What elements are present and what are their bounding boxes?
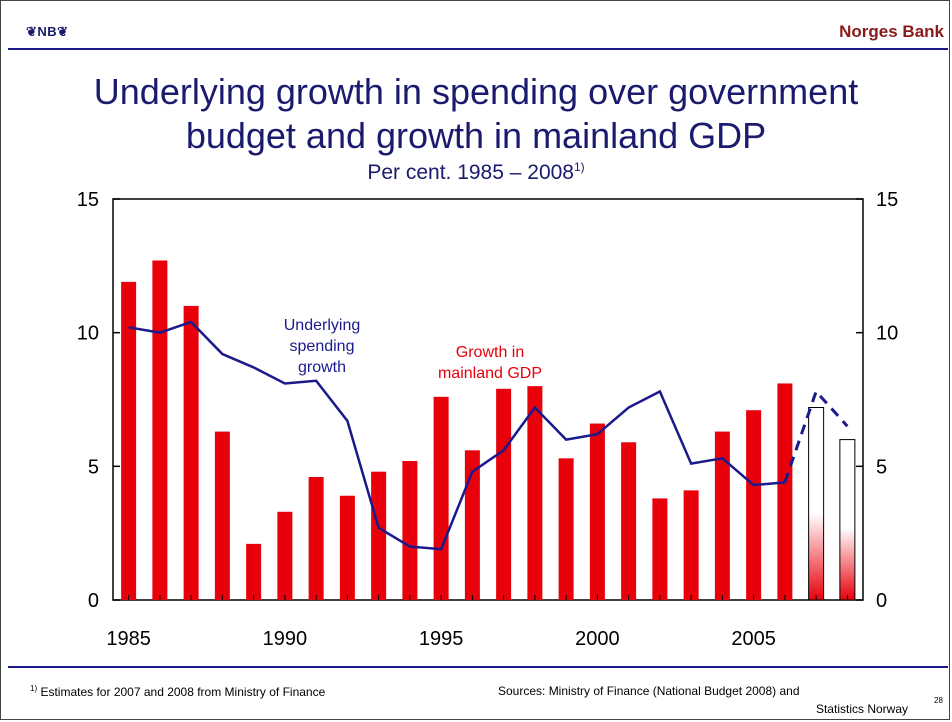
gdp-growth-label: Growth in: [456, 344, 524, 361]
left-tick-label: 10: [77, 323, 99, 345]
gdp-bar-1995: [433, 396, 449, 600]
right-tick-label: 15: [876, 189, 898, 211]
gdp-bar-2003: [683, 490, 699, 600]
gdp-bar-1996: [464, 450, 480, 600]
gdp-bar-1992: [339, 495, 355, 600]
gdp-bar-2001: [621, 442, 637, 600]
gdp-bar-2006: [777, 383, 793, 600]
gdp-bar-1988: [214, 431, 230, 600]
gdp-growth-label: mainland GDP: [438, 365, 542, 382]
footnote-text: Estimates for 2007 and 2008 from Ministr…: [37, 685, 326, 699]
gdp-bar-1997: [496, 388, 512, 600]
sources-line1: Sources: Ministry of Finance (National B…: [498, 684, 800, 698]
gdp-bar-1987: [183, 305, 199, 600]
right-tick-label: 0: [876, 590, 887, 612]
footnote-mark: 1): [30, 684, 38, 693]
gdp-bar-1998: [527, 386, 543, 600]
spending-growth-line: [128, 320, 785, 551]
gdp-bar-2008: [839, 439, 856, 601]
spending-growth-estimate-line: [783, 388, 849, 483]
page-number: 28: [934, 696, 943, 705]
gdp-bar-1985: [121, 281, 137, 600]
chart-title-line1: Underlying growth in spending over gover…: [93, 71, 859, 112]
right-tick-label: 10: [876, 323, 898, 345]
footer-divider: [8, 666, 948, 668]
chart-title-line2: budget and growth in mainland GDP: [185, 115, 767, 156]
gdp-bar-2002: [652, 498, 668, 600]
sources-line2: Statistics Norway: [815, 702, 908, 716]
brand-name: Norges Bank: [839, 22, 944, 41]
left-tick-label: 0: [88, 590, 99, 612]
gdp-bar-1991: [308, 477, 324, 600]
spending-growth-label: Underlying: [284, 317, 360, 334]
gdp-bar-2007: [808, 407, 825, 601]
spending-growth-label: spending: [290, 338, 355, 355]
left-tick-label: 5: [88, 456, 99, 478]
x-tick-label: 2005: [731, 628, 776, 650]
gdp-bar-2000: [589, 423, 605, 600]
chart-subtitle: Per cent. 1985 – 20081): [0, 160, 952, 185]
header-divider: [8, 48, 948, 50]
gdp-bar-1994: [402, 460, 418, 600]
right-tick-label: 5: [876, 456, 887, 478]
spending-growth-label: growth: [298, 359, 346, 376]
x-tick-label: 2000: [575, 628, 620, 650]
gdp-bar-2004: [714, 431, 730, 600]
x-tick-label: 1985: [106, 628, 151, 650]
x-tick-label: 1990: [263, 628, 308, 650]
left-tick-label: 15: [77, 189, 99, 211]
subtitle-note: 1): [574, 160, 585, 174]
x-tick-label: 1995: [419, 628, 464, 650]
footnote: 1) Estimates for 2007 and 2008 from Mini…: [30, 684, 325, 699]
gdp-bar-1993: [371, 471, 387, 600]
plot-area: [112, 198, 864, 601]
norges-bank-logo: ❦NB❦: [26, 24, 69, 39]
gdp-bar-2005: [746, 410, 762, 600]
gdp-bar-1986: [152, 260, 168, 600]
gdp-bar-1990: [277, 511, 293, 600]
gdp-bar-1989: [246, 543, 262, 600]
subtitle-text: Per cent. 1985 – 2008: [367, 161, 574, 184]
gdp-bar-1999: [558, 458, 574, 600]
